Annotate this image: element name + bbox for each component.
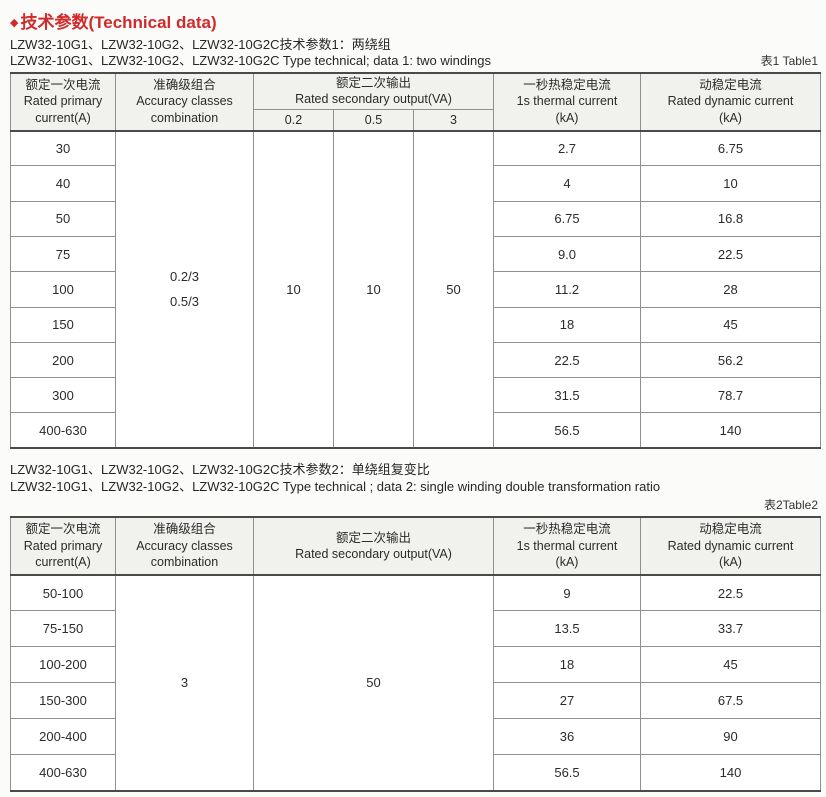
table-row: 100-200 18 45 (10, 646, 821, 684)
cell-output-0-5: 10 (333, 130, 414, 449)
cell-thermal-current: 9.0 (493, 235, 641, 273)
table-row: 75-150 13.5 33.7 (10, 610, 821, 648)
cell-dynamic-current: 56.2 (640, 341, 821, 379)
table2-caption-en: LZW32-10G1、LZW32-10G2、LZW32-10G2C Type t… (10, 478, 661, 494)
table-row: 30 0.2/3 0.5/3 10 10 50 2.7 6.75 (10, 130, 821, 449)
cell-primary-current: 200 (10, 341, 116, 379)
cell-dynamic-current: 16.8 (640, 200, 821, 237)
table-row: 300 31.5 78.7 (10, 377, 821, 414)
cell-accuracy-combination: 0.2/3 0.5/3 (115, 130, 254, 449)
header-dynamic-current: 动稳定电流 Rated dynamic current (kA) (640, 516, 821, 576)
table2-tag: 表2Table2 (763, 497, 818, 512)
table-row: 40 4 10 (10, 165, 821, 202)
table-row: 50-100 3 50 9 22.5 (10, 574, 821, 792)
cell-thermal-current: 11.2 (493, 271, 641, 308)
page-title: ◆ 技术参数(Technical data) (10, 8, 818, 33)
cell-dynamic-current: 28 (640, 271, 821, 308)
table-row: 400-630 56.5 140 (10, 412, 821, 449)
cell-thermal-current: 18 (493, 306, 641, 343)
header-dynamic-current: 动稳定电流 Rated dynamic current (kA) (640, 72, 821, 132)
cell-thermal-current: 18 (493, 646, 641, 684)
cell-dynamic-current: 22.5 (640, 235, 821, 273)
header-subcol-0-2: 0.2 (253, 109, 334, 132)
cell-dynamic-current: 78.7 (640, 377, 821, 414)
cell-thermal-current: 56.5 (493, 412, 641, 449)
table2-body: 50-100 3 50 9 22.5 75-150 13.5 33.7 100-… (10, 574, 821, 792)
cell-dynamic-current: 140 (640, 754, 821, 792)
table2-header: 额定一次电流 Rated primary current(A) 准确级组合 Ac… (10, 516, 821, 576)
cell-accuracy-combination: 3 (115, 574, 254, 792)
cell-thermal-current: 22.5 (493, 341, 641, 379)
cell-thermal-current: 36 (493, 718, 641, 756)
cell-dynamic-current: 33.7 (640, 610, 821, 648)
header-subcol-0-5: 0.5 (333, 109, 414, 132)
cell-dynamic-current: 140 (640, 412, 821, 449)
table1-body: 30 0.2/3 0.5/3 10 10 50 2.7 6.75 40 4 10… (10, 130, 821, 449)
table-row: 50 6.75 16.8 (10, 200, 821, 237)
cell-primary-current: 50 (10, 200, 116, 237)
cell-primary-current: 150 (10, 306, 116, 343)
cell-dynamic-current: 6.75 (640, 130, 821, 167)
header-rated-secondary-output: 额定二次输出 Rated secondary output(VA) (253, 516, 494, 576)
cell-dynamic-current: 10 (640, 165, 821, 202)
table1-two-windings: 额定一次电流 Rated primary current(A) 准确级组合 Ac… (10, 71, 821, 450)
cell-primary-current: 400-630 (10, 412, 116, 449)
cell-primary-current: 75 (10, 235, 116, 273)
table1-caption-en: LZW32-10G1、LZW32-10G2、LZW32-10G2C Type t… (10, 53, 491, 69)
table-row: 200-400 36 90 (10, 718, 821, 756)
header-rated-primary-current: 额定一次电流 Rated primary current(A) (10, 516, 116, 576)
cell-output-3: 50 (413, 130, 494, 449)
header-accuracy-classes: 准确级组合 Accuracy classes combination (115, 516, 254, 576)
header-rated-secondary-output: 额定二次输出 Rated secondary output(VA) (253, 72, 494, 111)
cell-primary-current: 50-100 (10, 574, 116, 612)
cell-dynamic-current: 22.5 (640, 574, 821, 612)
cell-primary-current: 30 (10, 130, 116, 167)
cell-dynamic-current: 45 (640, 646, 821, 684)
table1-tag: 表1 Table1 (760, 54, 818, 69)
cell-primary-current: 40 (10, 165, 116, 202)
table2-single-winding: 额定一次电流 Rated primary current(A) 准确级组合 Ac… (10, 515, 821, 792)
table1-caption-row: LZW32-10G1、LZW32-10G2、LZW32-10G2C Type t… (10, 53, 818, 69)
cell-dynamic-current: 45 (640, 306, 821, 343)
table-row: 400-630 56.5 140 (10, 754, 821, 792)
table-row: 200 22.5 56.2 (10, 341, 821, 379)
cell-primary-current: 100 (10, 271, 116, 308)
cell-primary-current: 300 (10, 377, 116, 414)
table-row: 150-300 27 67.5 (10, 682, 821, 720)
cell-thermal-current: 9 (493, 574, 641, 612)
header-accuracy-classes: 准确级组合 Accuracy classes combination (115, 72, 254, 132)
page-title-text: 技术参数(Technical data) (20, 13, 217, 32)
table2-caption-zh: LZW32-10G1、LZW32-10G2、LZW32-10G2C技术参数2：单… (10, 462, 430, 478)
cell-dynamic-current: 67.5 (640, 682, 821, 720)
cell-output-0-2: 10 (253, 130, 334, 449)
cell-thermal-current: 13.5 (493, 610, 641, 648)
diamond-bullet-icon: ◆ (10, 17, 19, 29)
cell-thermal-current: 6.75 (493, 200, 641, 237)
cell-primary-current: 75-150 (10, 610, 116, 648)
cell-primary-current: 200-400 (10, 718, 116, 756)
header-rated-primary-current: 额定一次电流 Rated primary current(A) (10, 72, 116, 132)
header-thermal-current: 一秒热稳定电流 1s thermal current (kA) (493, 72, 641, 132)
cell-primary-current: 100-200 (10, 646, 116, 684)
table1-header: 额定一次电流 Rated primary current(A) 准确级组合 Ac… (10, 72, 821, 132)
cell-thermal-current: 4 (493, 165, 641, 202)
cell-primary-current: 150-300 (10, 682, 116, 720)
table1-caption-zh: LZW32-10G1、LZW32-10G2、LZW32-10G2C技术参数1：两… (10, 37, 391, 52)
cell-primary-current: 400-630 (10, 754, 116, 792)
cell-thermal-current: 56.5 (493, 754, 641, 792)
cell-dynamic-current: 90 (640, 718, 821, 756)
cell-thermal-current: 27 (493, 682, 641, 720)
cell-secondary-output: 50 (253, 574, 494, 792)
cell-thermal-current: 31.5 (493, 377, 641, 414)
header-thermal-current: 一秒热稳定电流 1s thermal current (kA) (493, 516, 641, 576)
header-subcol-3: 3 (413, 109, 494, 132)
cell-thermal-current: 2.7 (493, 130, 641, 167)
